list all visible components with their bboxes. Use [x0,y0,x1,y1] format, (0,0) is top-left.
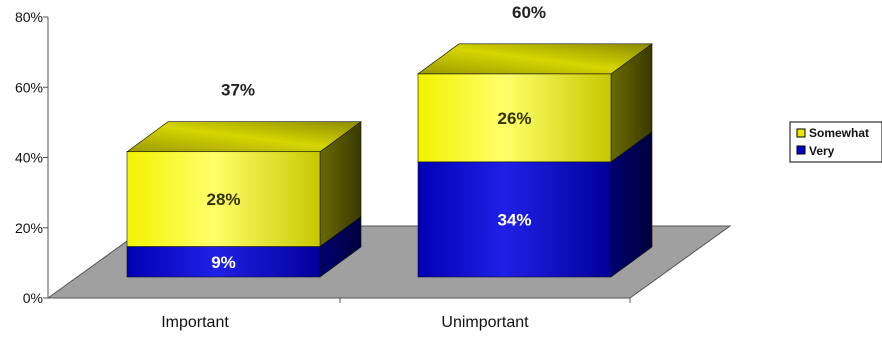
bar-segment-very [126,246,321,278]
total-label: 60% [512,3,546,22]
y-axis-ticks: 0% 20% 40% 60% 80% [15,9,48,306]
x-category-label: Important [161,314,229,331]
legend-swatch-very [796,145,806,155]
y-tick-label: 60% [15,79,43,95]
y-tick-label: 40% [15,150,43,166]
data-label-somewhat: 28% [206,190,240,209]
bar-stack-unimportant [417,43,653,278]
y-tick-label: 20% [15,220,43,236]
y-tick-label: 80% [15,9,43,25]
bar-segment-somewhat [126,151,321,247]
x-category-label: Unimportant [441,314,529,331]
y-tick-label: 0% [23,290,43,306]
bar-top-somewhat [417,43,653,75]
bar-top-somewhat [126,121,362,153]
data-label-somewhat: 26% [497,109,531,128]
bar-segment-somewhat [417,73,612,163]
total-label: 37% [221,81,255,100]
bars-layer [126,43,653,278]
labels-layer: 9% 28% 37% Important 34% 26% 60% Unimportant [161,3,631,331]
legend-label-very: Very [809,144,835,158]
bar-stack-important [126,121,362,278]
data-label-very: 9% [211,253,236,272]
legend-label-somewhat: Somewhat [809,126,869,140]
legend: Somewhat Very [789,121,882,163]
bar-segment-very [417,161,612,278]
legend-swatch-somewhat [796,128,806,138]
data-label-very: 34% [497,210,531,229]
